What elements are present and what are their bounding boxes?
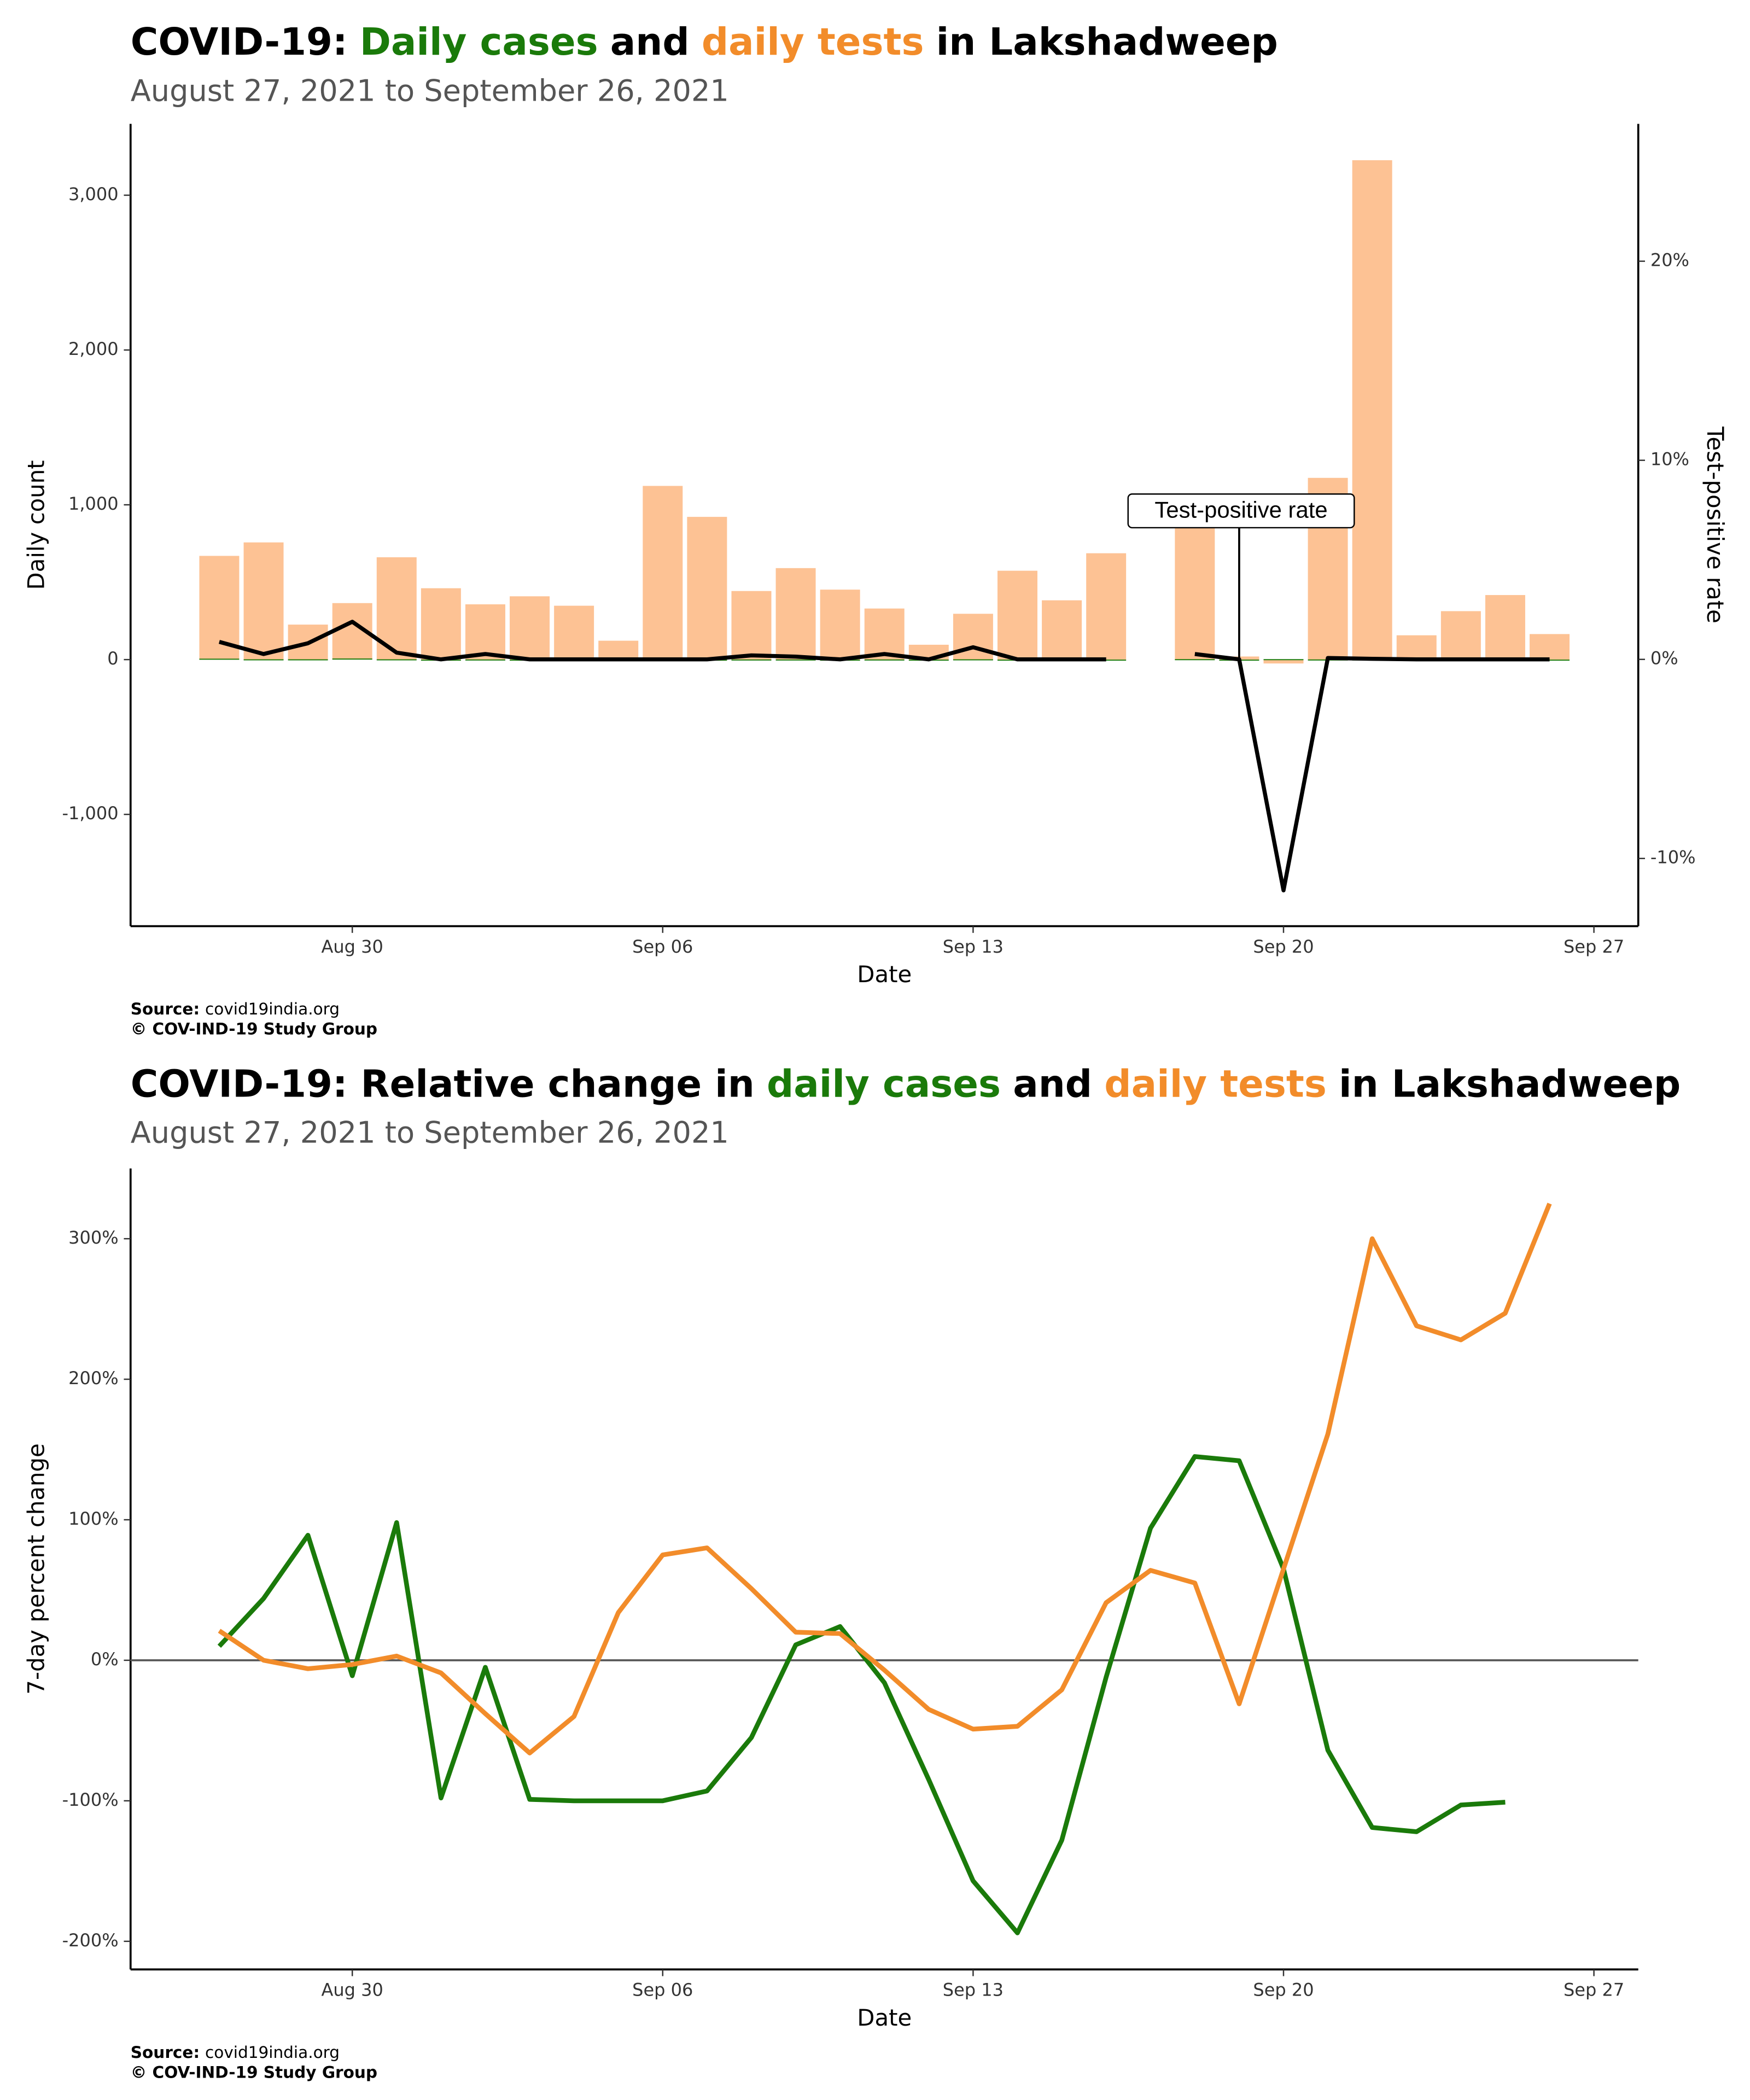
title-part: daily tests xyxy=(1104,1062,1327,1106)
y-tick-label: 3,000 xyxy=(68,184,119,205)
bar xyxy=(953,659,993,661)
bar xyxy=(421,588,461,660)
bar xyxy=(731,591,772,660)
y-tick-label: 0% xyxy=(91,1649,119,1670)
title-part: daily tests xyxy=(702,20,924,64)
bar xyxy=(1396,635,1437,660)
bar xyxy=(864,608,905,660)
bar xyxy=(1042,600,1082,660)
title-part: in Lakshadweep xyxy=(936,20,1278,64)
x-tick-label: Sep 20 xyxy=(1253,936,1314,957)
y2-tick-label: 0% xyxy=(1650,648,1678,669)
bar xyxy=(598,640,639,660)
chart-subtitle: August 27, 2021 to September 26, 2021 xyxy=(131,73,729,108)
bar xyxy=(775,659,816,661)
bar xyxy=(1530,634,1570,660)
credit: © COV-IND-19 Study Group xyxy=(131,1020,377,1039)
y-axis-title: 7-day percent change xyxy=(22,1443,49,1694)
bar xyxy=(1263,659,1304,661)
x-tick-label: Sep 27 xyxy=(1564,1980,1624,2000)
y-tick-label: -1,000 xyxy=(62,803,118,824)
title-part: COVID-19: xyxy=(131,20,348,64)
bar xyxy=(1263,660,1304,664)
x-axis-title: Date xyxy=(857,2004,912,2031)
bar xyxy=(1440,611,1481,660)
annotation-box xyxy=(1127,493,1355,529)
bar xyxy=(998,570,1037,660)
x-tick-label: Aug 30 xyxy=(322,1980,383,2000)
source-label: Source: xyxy=(131,2043,200,2061)
y-tick-label: 1,000 xyxy=(68,493,119,514)
title-part: in Lakshadweep xyxy=(1339,1062,1681,1106)
x-tick-label: Sep 13 xyxy=(943,1980,1004,2000)
bar xyxy=(1352,160,1392,660)
x-tick-label: Sep 06 xyxy=(632,936,693,957)
title-part: and xyxy=(610,20,690,64)
source-label: Source: xyxy=(131,1000,200,1018)
y-tick-label: -100% xyxy=(62,1789,119,1810)
bar xyxy=(199,658,240,660)
y-tick-label: 200% xyxy=(68,1368,118,1389)
bar xyxy=(775,568,816,660)
bar xyxy=(288,659,328,661)
y-tick-label: 100% xyxy=(68,1508,118,1529)
source: Source: covid19india.org xyxy=(131,2043,340,2061)
chart-title: COVID-19: Relative change in daily cases a… xyxy=(131,1062,1681,1106)
bar xyxy=(332,658,372,660)
bar xyxy=(465,604,505,660)
title-part: Daily cases xyxy=(360,20,598,64)
y2-tick-label: 10% xyxy=(1650,449,1689,470)
x-axis-title: Date xyxy=(857,961,912,988)
bar xyxy=(510,596,550,660)
bar xyxy=(1175,505,1215,660)
x-tick-label: Sep 20 xyxy=(1253,1980,1314,2000)
bar xyxy=(376,659,417,661)
y-tick-label: -200% xyxy=(62,1930,119,1951)
source-text: covid19india.org xyxy=(205,1000,340,1018)
x-tick-label: Aug 30 xyxy=(322,936,383,957)
series-line xyxy=(218,620,1106,662)
bar xyxy=(243,542,284,660)
bar xyxy=(465,659,505,661)
y-tick-label: 2,000 xyxy=(68,339,119,359)
bar xyxy=(1086,553,1127,660)
bar xyxy=(243,659,284,661)
y-tick-label: 0 xyxy=(107,648,118,669)
series-line xyxy=(1194,652,1550,892)
bar xyxy=(643,486,683,660)
title-part: COVID-19: Relative change in xyxy=(131,1062,755,1106)
credit: © COV-IND-19 Study Group xyxy=(131,2063,377,2081)
source-text: covid19india.org xyxy=(205,2043,340,2061)
title-part: daily cases xyxy=(767,1062,1001,1106)
x-tick-label: Sep 27 xyxy=(1564,936,1624,957)
y2-tick-label: 20% xyxy=(1650,250,1689,271)
bar xyxy=(554,605,594,660)
x-tick-label: Sep 06 xyxy=(632,1980,693,2000)
chart-subtitle: August 27, 2021 to September 26, 2021 xyxy=(131,1116,729,1150)
series-line xyxy=(218,1203,1552,1755)
bar xyxy=(864,659,905,661)
y2-axis-title: Test-positive rate xyxy=(1702,426,1729,623)
bar xyxy=(1175,659,1215,661)
series-line xyxy=(217,1454,1506,1935)
bar xyxy=(731,659,772,661)
bar xyxy=(687,517,727,660)
source: Source: covid19india.org xyxy=(131,1000,340,1018)
y-tick-label: 300% xyxy=(68,1227,118,1248)
chart-title: COVID-19: Daily cases and daily tests in Lak… xyxy=(131,20,1278,64)
annotation: Test-positive rate xyxy=(1154,497,1327,522)
y-axis-title: Daily count xyxy=(22,460,49,590)
title-part: and xyxy=(1013,1062,1092,1106)
x-tick-label: Sep 13 xyxy=(943,936,1004,957)
bar xyxy=(820,590,860,660)
y2-tick-label: -10% xyxy=(1650,847,1696,868)
bar xyxy=(1485,595,1525,660)
